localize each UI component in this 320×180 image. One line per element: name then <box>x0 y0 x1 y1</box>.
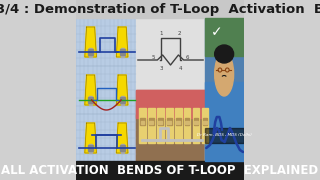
Bar <box>167 121 171 124</box>
Bar <box>119 49 125 55</box>
Bar <box>88 49 93 55</box>
Bar <box>184 108 190 143</box>
Bar <box>158 121 162 124</box>
Bar <box>148 108 155 143</box>
Text: 2: 2 <box>178 30 181 35</box>
Bar <box>140 118 145 125</box>
Bar <box>136 18 205 90</box>
Bar <box>205 18 244 161</box>
Bar <box>121 48 124 57</box>
Text: 4: 4 <box>178 66 182 71</box>
Bar <box>176 121 180 124</box>
Polygon shape <box>116 27 128 57</box>
Polygon shape <box>85 75 96 105</box>
Bar <box>203 121 207 124</box>
Bar <box>205 82 244 161</box>
Bar <box>76 161 244 180</box>
Bar <box>121 143 124 152</box>
Bar <box>205 18 244 56</box>
Bar <box>205 114 244 161</box>
Bar <box>76 18 136 66</box>
Bar <box>203 118 207 125</box>
Bar <box>166 108 172 143</box>
Polygon shape <box>85 27 96 57</box>
Bar <box>88 97 93 103</box>
Bar <box>149 121 153 124</box>
Text: 3: 3 <box>159 66 163 71</box>
Bar <box>194 118 198 125</box>
Bar <box>157 108 164 143</box>
Bar <box>194 121 198 124</box>
Bar <box>119 97 125 103</box>
Bar <box>76 66 136 114</box>
Bar <box>167 118 172 125</box>
Bar <box>88 145 93 151</box>
Polygon shape <box>116 123 128 153</box>
Bar <box>185 121 189 124</box>
Bar <box>202 108 208 143</box>
Bar <box>140 121 144 124</box>
Bar <box>76 0 244 18</box>
Text: ALL ACTIVATION  BENDS OF T-LOOP  EXPLAINED: ALL ACTIVATION BENDS OF T-LOOP EXPLAINED <box>1 164 319 177</box>
Ellipse shape <box>215 45 234 63</box>
Text: 5: 5 <box>151 55 155 60</box>
Bar <box>136 114 205 161</box>
Bar <box>149 118 154 125</box>
Bar <box>158 118 163 125</box>
Bar <box>136 90 205 118</box>
Bar <box>121 96 124 105</box>
Text: 6: 6 <box>186 55 190 60</box>
Bar <box>89 143 92 152</box>
Bar <box>76 114 136 161</box>
Bar <box>119 145 125 151</box>
Ellipse shape <box>215 52 234 96</box>
Bar <box>89 48 92 57</box>
Bar <box>139 108 146 143</box>
Text: Dr Ram- BDS , MDS (Delhi): Dr Ram- BDS , MDS (Delhi) <box>197 134 252 138</box>
Bar <box>136 90 205 161</box>
Text: 1: 1 <box>160 30 163 35</box>
Bar <box>175 108 181 143</box>
Bar <box>205 128 244 143</box>
Bar <box>89 96 92 105</box>
Polygon shape <box>116 75 128 105</box>
Bar <box>185 118 189 125</box>
Bar <box>193 108 199 143</box>
Text: ✓: ✓ <box>211 25 223 39</box>
Polygon shape <box>85 123 96 153</box>
Bar <box>176 118 180 125</box>
Text: Part 3/4 : Demonstration of T-Loop  Activation  Bends: Part 3/4 : Demonstration of T-Loop Activ… <box>0 3 320 15</box>
